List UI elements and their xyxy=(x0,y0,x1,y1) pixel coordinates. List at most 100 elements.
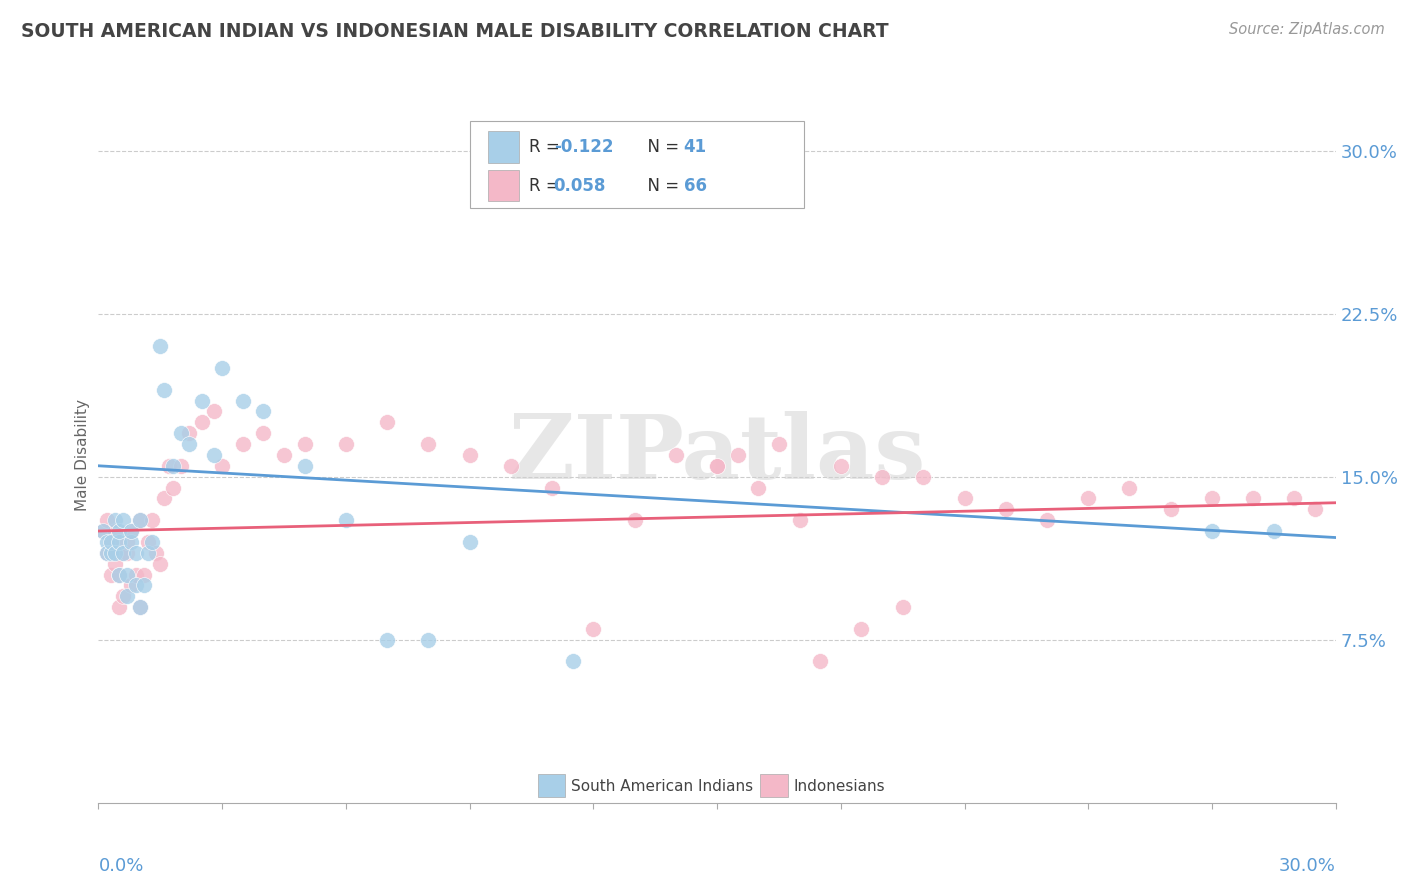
Point xyxy=(789,513,811,527)
Point xyxy=(953,491,976,506)
Point xyxy=(96,513,118,527)
Point xyxy=(561,655,583,669)
Point xyxy=(706,458,728,473)
Point xyxy=(458,448,481,462)
Point xyxy=(252,426,274,441)
Point xyxy=(170,458,193,473)
Point xyxy=(117,535,139,549)
Point xyxy=(96,546,118,560)
Point xyxy=(541,481,564,495)
Point xyxy=(157,458,180,473)
Point xyxy=(153,383,176,397)
Point xyxy=(124,546,146,560)
FancyBboxPatch shape xyxy=(488,131,519,162)
Point xyxy=(458,535,481,549)
Point xyxy=(124,567,146,582)
Point xyxy=(112,546,135,560)
FancyBboxPatch shape xyxy=(761,774,787,797)
Text: SOUTH AMERICAN INDIAN VS INDONESIAN MALE DISABILITY CORRELATION CHART: SOUTH AMERICAN INDIAN VS INDONESIAN MALE… xyxy=(21,22,889,41)
Point xyxy=(120,535,142,549)
Point xyxy=(128,513,150,527)
Point xyxy=(190,415,212,429)
Point xyxy=(136,535,159,549)
Text: Source: ZipAtlas.com: Source: ZipAtlas.com xyxy=(1229,22,1385,37)
Point xyxy=(375,632,398,647)
Point xyxy=(912,469,935,483)
Point xyxy=(418,437,440,451)
Point xyxy=(100,546,122,560)
Point xyxy=(252,404,274,418)
Point xyxy=(91,524,114,538)
Point xyxy=(851,622,873,636)
Point xyxy=(768,437,790,451)
Point xyxy=(211,360,233,375)
Point xyxy=(104,557,127,571)
Point xyxy=(179,437,201,451)
Point xyxy=(190,393,212,408)
Text: -0.122: -0.122 xyxy=(554,138,613,156)
Point xyxy=(1118,481,1140,495)
Point xyxy=(202,448,225,462)
Point xyxy=(100,535,122,549)
Point xyxy=(141,535,163,549)
Point xyxy=(108,535,131,549)
Point xyxy=(136,546,159,560)
Point xyxy=(1241,491,1264,506)
Point xyxy=(128,600,150,615)
Point xyxy=(1201,491,1223,506)
Point xyxy=(335,513,357,527)
FancyBboxPatch shape xyxy=(537,774,565,797)
Point xyxy=(232,393,254,408)
FancyBboxPatch shape xyxy=(470,121,804,208)
Text: 66: 66 xyxy=(683,177,707,194)
Point xyxy=(132,567,155,582)
Point xyxy=(870,469,893,483)
Point xyxy=(145,546,167,560)
Point xyxy=(117,567,139,582)
Point xyxy=(132,578,155,592)
Point xyxy=(108,567,131,582)
Point xyxy=(162,458,184,473)
Point xyxy=(1160,502,1182,516)
Point xyxy=(104,524,127,538)
Text: ZIPatlas: ZIPatlas xyxy=(509,411,925,499)
Text: South American Indians: South American Indians xyxy=(571,779,754,794)
Point xyxy=(232,437,254,451)
Point xyxy=(1036,513,1059,527)
Point xyxy=(112,589,135,603)
Text: R =: R = xyxy=(529,177,565,194)
Point xyxy=(128,600,150,615)
Point xyxy=(808,655,831,669)
Text: N =: N = xyxy=(637,177,683,194)
Point xyxy=(1077,491,1099,506)
Point xyxy=(108,567,131,582)
Point xyxy=(273,448,295,462)
Point xyxy=(112,546,135,560)
Point xyxy=(994,502,1017,516)
Point xyxy=(100,535,122,549)
Point xyxy=(1263,524,1285,538)
Point xyxy=(1284,491,1306,506)
Point xyxy=(124,578,146,592)
Text: 30.0%: 30.0% xyxy=(1279,857,1336,875)
Point xyxy=(96,535,118,549)
Point xyxy=(120,524,142,538)
Text: 41: 41 xyxy=(683,138,707,156)
Point xyxy=(120,578,142,592)
Point xyxy=(149,339,172,353)
Point xyxy=(211,458,233,473)
Point xyxy=(120,524,142,538)
Point xyxy=(202,404,225,418)
Point xyxy=(727,448,749,462)
Text: Indonesians: Indonesians xyxy=(794,779,886,794)
Point xyxy=(162,481,184,495)
Point xyxy=(582,622,605,636)
Point xyxy=(104,546,127,560)
Point xyxy=(499,458,522,473)
Point xyxy=(294,458,316,473)
Point xyxy=(1303,502,1326,516)
Text: 0.058: 0.058 xyxy=(554,177,606,194)
Point xyxy=(141,513,163,527)
Point xyxy=(104,513,127,527)
Point xyxy=(108,600,131,615)
